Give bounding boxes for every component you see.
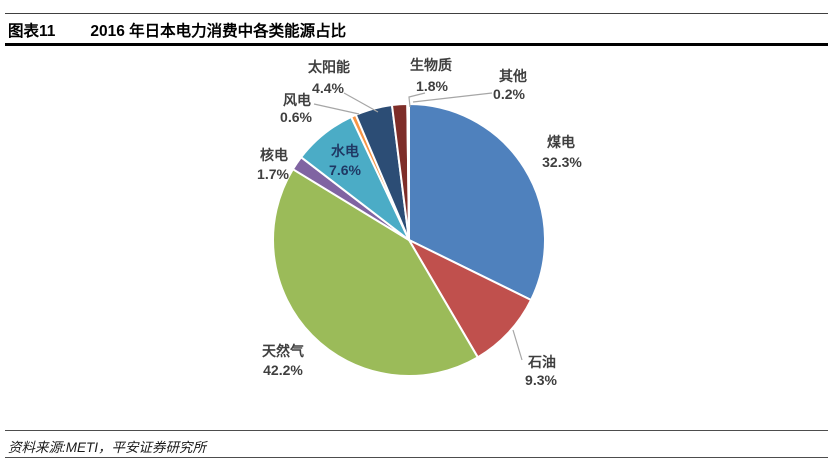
leader-lines [313,92,523,361]
chart-header: 图表11 2016 年日本电力消费中各类能源占比 [8,19,346,41]
pie-label-wind-name: 风电 [283,92,311,108]
leader-line-oil [512,329,523,361]
pie-label-natural-gas-value: 42.2% [263,362,303,378]
pie-label-wind-value: 0.6% [280,109,312,125]
pie-label-biomass-name: 生物质 [410,57,452,73]
pie-label-coal-name: 煤电 [547,134,575,150]
pie-slice-oil [408,239,533,359]
pie-label-nuclear-value: 1.7% [257,166,289,182]
source-top-rule [5,430,828,431]
pie-label-hydro-value: 7.6% [329,162,361,178]
pie-label-oil-name: 石油 [527,354,556,370]
pie-label-solar-value: 4.4% [312,80,344,96]
source-bottom-rule [5,457,828,458]
pie-chart: 煤电 32.3% 石油 9.3% 天然气 42.2% 核电 1.7% 水电 7.6% 风电0.6% 太… [257,57,582,388]
leader-line-wind [313,103,360,115]
pie-label-hydro-name: 水电 [331,143,359,159]
pie-slice-coal [408,103,546,301]
pie-label-biomass-value: 1.8% [416,78,448,94]
leader-line-biomass [408,92,426,108]
data-labels: 煤电 32.3% 石油 9.3% 天然气 42.2% 核电 1.7% 水电 7.6% 风电0.6% 太… [257,57,582,388]
pie-slices [272,102,546,377]
header-divider-rule [5,43,828,46]
pie-slice-other [406,102,410,241]
pie-label-nuclear-name: 核电 [260,147,288,163]
pie-label-other-value: 0.2% [493,86,525,102]
leader-line-other [412,92,493,103]
pie-label-coal-value: 32.3% [542,154,582,170]
source-text: 资料来源:METI，平安证券研究所 [8,440,206,455]
pie-label-oil-value: 9.3% [525,372,557,388]
top-rule [5,13,828,14]
figure-label: 图表11 [8,23,56,40]
leader-line-solar [343,92,379,113]
pie-label-other-name: 其他 [499,68,527,84]
pie-slice-natural-gas [272,168,479,377]
chart-title: 2016 年日本电力消费中各类能源占比 [90,23,347,40]
pie-label-natural-gas-name: 天然气 [262,343,304,359]
pie-label-solar-name: 太阳能 [308,59,350,75]
